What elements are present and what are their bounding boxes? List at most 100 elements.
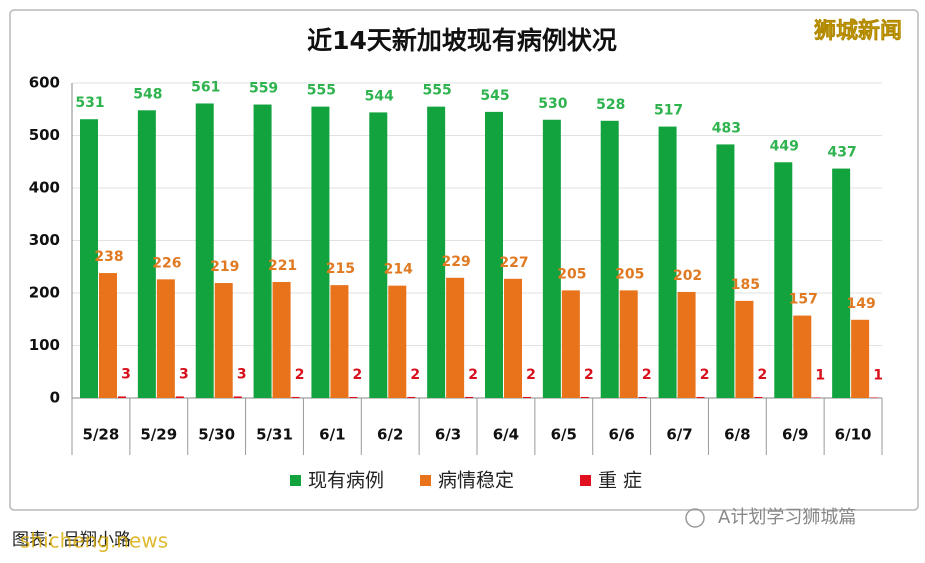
bar: [561, 290, 580, 398]
data-label: 555: [423, 83, 452, 99]
data-label: 2: [526, 367, 536, 383]
bar: [696, 396, 705, 398]
data-label: 2: [642, 367, 652, 383]
data-label: 205: [615, 266, 644, 282]
bar: [99, 273, 117, 398]
legend-label: 现有病例: [308, 470, 384, 492]
bar: [118, 396, 126, 398]
x-tick-label: 5/30: [198, 426, 235, 444]
caption: 图表：吕翔小路: [12, 530, 131, 550]
bar: [311, 106, 330, 398]
x-tick-label: 6/5: [551, 426, 577, 444]
data-label: 185: [731, 277, 760, 293]
wechat-icon: [685, 508, 705, 528]
data-label: 3: [121, 366, 131, 382]
bar: [504, 278, 522, 398]
data-label: 561: [191, 79, 220, 95]
x-tick-label: 6/1: [319, 426, 345, 444]
bar: [735, 300, 754, 398]
bar: [542, 119, 561, 398]
data-label: 219: [210, 259, 239, 275]
data-label: 545: [480, 88, 509, 104]
data-label: 205: [557, 266, 586, 282]
legend-swatch: [290, 475, 301, 486]
bar: [175, 396, 184, 398]
data-label: 1: [873, 367, 883, 383]
x-tick-label: 6/3: [435, 426, 461, 444]
bar: [407, 396, 416, 398]
data-label: 437: [828, 145, 857, 161]
data-label: 530: [538, 96, 567, 112]
bar: [658, 126, 677, 398]
legend-label: 病情稳定: [438, 470, 514, 492]
bar: [851, 319, 870, 398]
watermark: 狮城新闻: [814, 18, 902, 44]
x-tick-label: 6/2: [377, 426, 403, 444]
bar: [580, 396, 589, 398]
bar: [485, 111, 503, 398]
x-tick-label: 6/9: [782, 426, 808, 444]
data-label: 3: [237, 366, 247, 382]
data-label: 202: [673, 268, 702, 284]
bar: [233, 396, 242, 398]
data-label: 227: [499, 255, 528, 271]
data-label: 2: [468, 367, 478, 383]
x-tick-label: 6/6: [608, 426, 634, 444]
data-label: 2: [353, 367, 363, 383]
y-tick-label: 600: [29, 74, 60, 92]
bar: [677, 291, 696, 398]
bar: [156, 279, 175, 398]
legend-swatch: [580, 475, 591, 486]
x-tick-label: 6/7: [666, 426, 692, 444]
bar: [446, 277, 465, 398]
x-tick-label: 5/29: [140, 426, 177, 444]
legend-swatch: [420, 475, 431, 486]
data-label: 528: [596, 97, 625, 113]
chart-title: 近14天新加坡现有病例状况: [307, 26, 617, 55]
data-label: 531: [75, 95, 104, 111]
data-label: 3: [179, 366, 189, 382]
data-label: 157: [789, 292, 818, 308]
data-label: 544: [365, 88, 394, 104]
x-tick-label: 5/28: [83, 426, 120, 444]
legend-label: 重 症: [598, 470, 642, 492]
data-label: 559: [249, 81, 278, 97]
bar: [870, 397, 879, 398]
data-label: 238: [94, 249, 123, 265]
data-label: 2: [700, 367, 710, 383]
site-watermark: shicheng.news: [20, 529, 168, 553]
data-label: 149: [847, 296, 876, 312]
data-label: 229: [442, 254, 471, 270]
data-label: 449: [770, 138, 799, 154]
data-label: 517: [654, 103, 683, 119]
account: A计划学习狮城篇: [718, 507, 856, 528]
data-label: 221: [268, 258, 297, 274]
bar: [832, 168, 851, 398]
bar: [330, 285, 349, 398]
x-tick-label: 5/31: [256, 426, 293, 444]
x-tick-label: 6/4: [493, 426, 519, 444]
bar: [195, 103, 214, 398]
x-tick-label: 6/10: [835, 426, 872, 444]
data-label: 214: [384, 262, 413, 278]
bar: [388, 285, 407, 398]
data-label: 483: [712, 120, 741, 136]
data-label: 215: [326, 261, 355, 277]
data-label: 2: [758, 367, 768, 383]
bar: [253, 104, 272, 399]
bar: [80, 119, 98, 398]
data-label: 226: [152, 255, 181, 271]
bar: [716, 144, 735, 398]
bar: [754, 396, 763, 398]
bar: [272, 281, 291, 398]
y-tick-label: 100: [29, 336, 60, 354]
bar: [619, 290, 638, 398]
y-tick-label: 200: [29, 284, 60, 302]
bar: [465, 396, 474, 398]
data-label: 1: [815, 367, 825, 383]
data-label: 555: [307, 83, 336, 99]
y-tick-label: 300: [29, 231, 60, 249]
bar: [812, 397, 821, 398]
y-tick-label: 0: [50, 389, 60, 407]
